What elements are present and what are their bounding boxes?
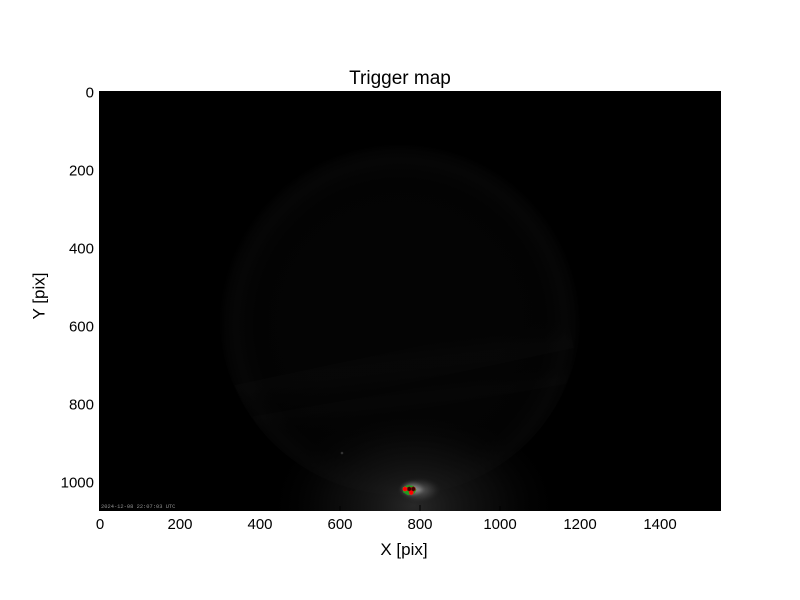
svg-text:2024-12-08 22:07:03 UTC: 2024-12-08 22:07:03 UTC bbox=[101, 504, 175, 510]
